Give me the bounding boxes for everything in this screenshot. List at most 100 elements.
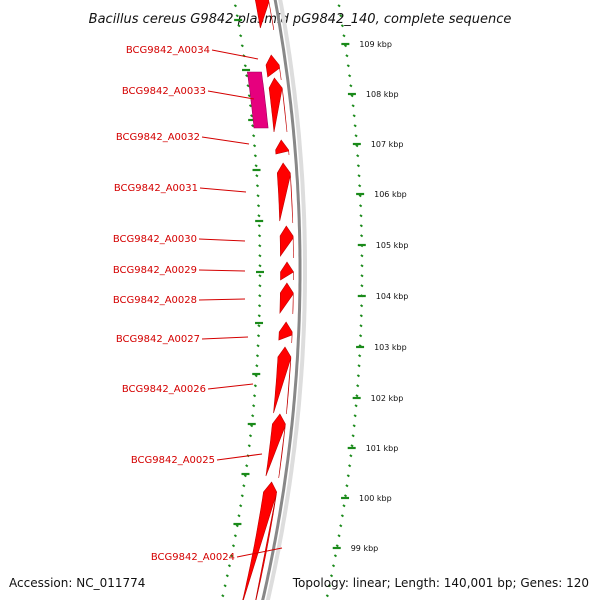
kbp-tick-label: 102 kbp: [371, 394, 404, 403]
gene-feature[interactable]: [265, 413, 286, 479]
gene-feature[interactable]: [278, 321, 293, 344]
outer-minor-tick: [360, 274, 364, 278]
kbp-tick-label: 107 kbp: [371, 140, 404, 149]
gene-label[interactable]: BCG9842_A0028: [113, 295, 197, 306]
gene-label[interactable]: BCG9842_A0033: [122, 86, 206, 97]
outer-minor-tick: [352, 424, 356, 428]
inner-minor-tick: [239, 504, 243, 508]
gene-label[interactable]: BCG9842_A0024: [151, 552, 235, 563]
gene-feature[interactable]: [265, 54, 282, 81]
inner-minor-tick: [237, 24, 241, 28]
outer-minor-tick: [346, 64, 350, 68]
highlighted-gene-feature[interactable]: [246, 71, 269, 129]
outer-minor-tick: [335, 544, 339, 548]
inner-minor-tick: [258, 274, 262, 278]
gene-feature[interactable]: [254, 0, 275, 31]
outer-minor-tick: [325, 594, 329, 598]
gene-label[interactable]: BCG9842_A0026: [122, 384, 206, 395]
gene-leader-line: [198, 238, 246, 242]
inner-minor-tick: [257, 214, 261, 218]
gene-label[interactable]: BCG9842_A0032: [116, 132, 200, 143]
inner-minor-tick: [257, 314, 261, 318]
gene-label[interactable]: BCG9842_A0025: [131, 455, 215, 466]
gene-feature[interactable]: [276, 162, 294, 224]
gene-leader-line: [216, 453, 263, 461]
inner-minor-tick: [251, 414, 255, 418]
gene-feature[interactable]: [275, 139, 290, 156]
inner-minor-tick: [254, 374, 258, 378]
inner-minor-tick: [255, 174, 259, 178]
outer-minor-tick: [354, 134, 358, 138]
outer-minor-tick: [345, 484, 349, 488]
inner-minor-tick: [250, 424, 254, 428]
inner-minor-tick: [252, 394, 257, 398]
inner-minor-tick: [258, 284, 262, 288]
outer-minor-tick: [358, 194, 362, 198]
gene-feature[interactable]: [273, 346, 292, 415]
inner-minor-tick: [258, 254, 262, 258]
outer-minor-tick: [360, 264, 364, 268]
gene-label[interactable]: BCG9842_A0030: [113, 234, 197, 245]
inner-minor-tick: [253, 384, 258, 388]
inner-minor-tick: [245, 464, 249, 468]
inner-minor-tick: [258, 294, 262, 298]
inner-minor-tick: [256, 344, 260, 348]
outer-minor-tick: [353, 414, 357, 418]
inner-minor-tick: [257, 304, 262, 308]
outer-minor-tick: [327, 584, 332, 588]
inner-minor-tick: [256, 334, 261, 338]
gene-feature[interactable]: [279, 282, 294, 315]
inner-minor-tick: [235, 524, 239, 528]
outer-minor-tick: [346, 474, 350, 478]
inner-minor-tick: [254, 164, 258, 168]
gene-label[interactable]: BCG9842_A0027: [116, 334, 200, 345]
gene-feature[interactable]: [241, 481, 278, 600]
outer-minor-tick: [359, 204, 363, 208]
outer-minor-tick: [348, 464, 352, 468]
outer-minor-tick: [359, 314, 363, 318]
outer-minor-tick: [360, 304, 364, 308]
gene-feature[interactable]: [280, 261, 294, 281]
inner-minor-tick: [253, 154, 258, 158]
outer-minor-tick: [356, 164, 361, 168]
kbp-tick-label: 103 kbp: [374, 343, 407, 352]
inner-minor-tick: [243, 474, 247, 478]
map-title: Bacillus cereus G9842 plasmid pG9842_140…: [89, 12, 512, 27]
inner-minor-tick: [245, 74, 249, 78]
outer-minor-tick: [337, 534, 341, 538]
kbp-tick-label: 100 kbp: [359, 494, 392, 503]
gene-feature[interactable]: [279, 225, 294, 259]
gene-label[interactable]: BCG9842_A0029: [113, 265, 197, 276]
outer-minor-tick: [356, 374, 361, 378]
outer-minor-tick: [357, 364, 361, 368]
gene-labels: BCG9842_A0034 BCG9842_A0033 BCG9842_A0032 B…: [113, 45, 283, 563]
outer-minor-tick: [360, 234, 364, 238]
backbone-line: [261, 0, 302, 600]
outer-minor-tick: [351, 434, 355, 438]
gene-feature[interactable]: [268, 77, 288, 133]
gene-label[interactable]: BCG9842_A0034: [126, 45, 210, 56]
outer-minor-tick: [339, 524, 343, 528]
gene-label[interactable]: BCG9842_A0031: [114, 183, 198, 194]
outer-minor-tick: [355, 144, 359, 148]
outer-minor-tick: [356, 384, 360, 388]
outer-minor-tick: [359, 224, 363, 228]
outer-minor-tick: [333, 554, 338, 558]
kbp-tick-label: 105 kbp: [376, 241, 409, 250]
outer-minor-tick: [329, 574, 334, 578]
gene-leader-line: [201, 136, 250, 145]
inner-minor-tick: [255, 364, 259, 368]
inner-minor-tick: [233, 4, 238, 8]
kbp-tick-label: 108 kbp: [366, 90, 399, 99]
outer-minor-tick: [340, 514, 345, 518]
inner-minor-tick: [252, 134, 256, 138]
inner-minor-tick: [246, 84, 250, 88]
sequence-backbone: [261, 0, 307, 600]
gene-leader-line: [207, 90, 255, 100]
outer-minor-tick: [350, 94, 354, 98]
outer-minor-tick: [359, 334, 363, 338]
inner-minor-tick: [257, 224, 261, 228]
inner-minor-tick: [231, 544, 236, 548]
inner-minor-tick: [258, 264, 262, 268]
